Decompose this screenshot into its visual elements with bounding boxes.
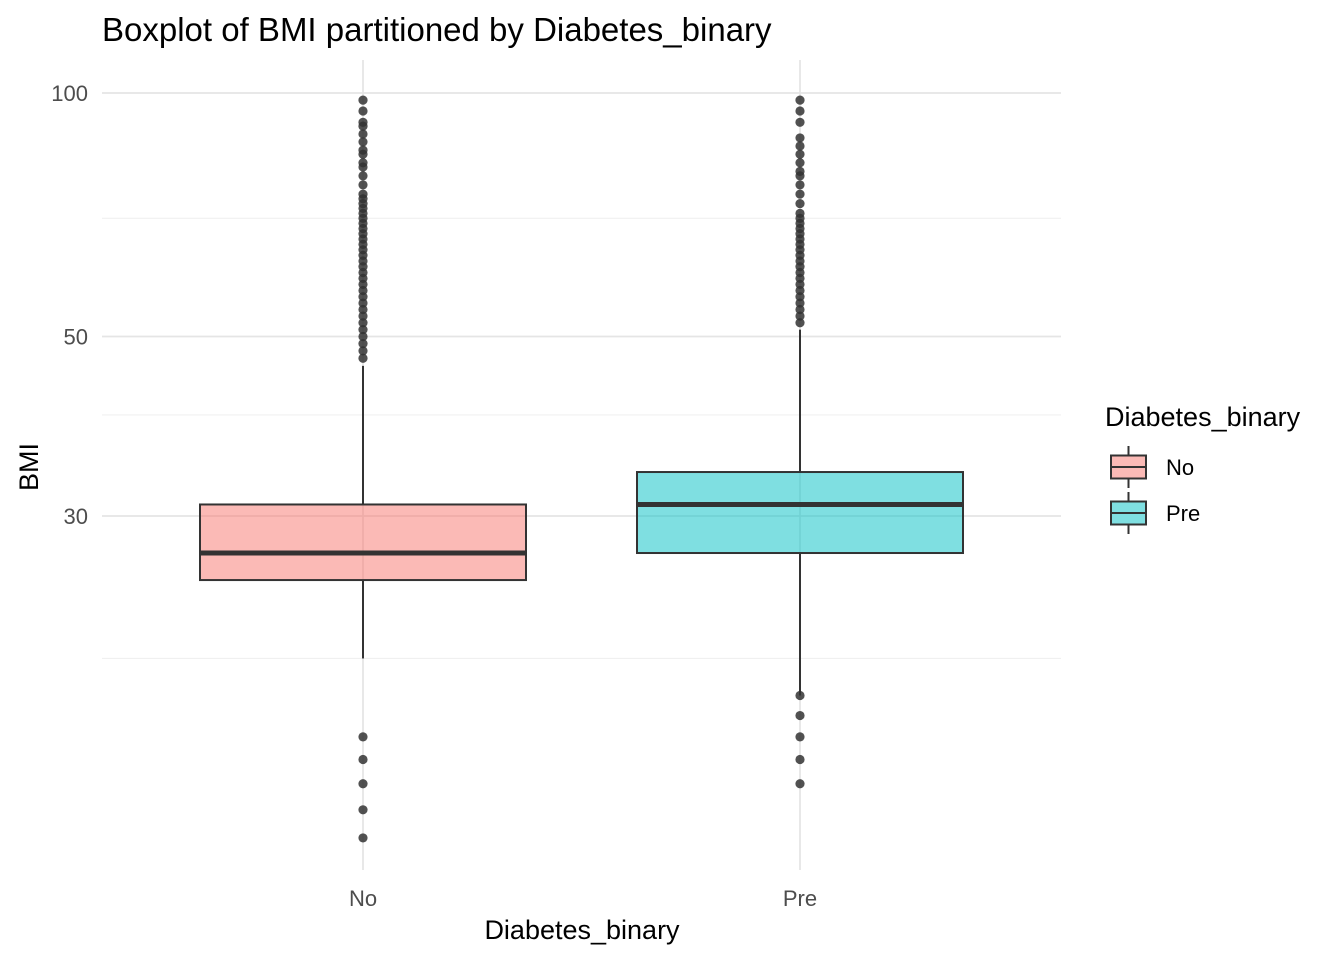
outlier-point — [358, 353, 368, 363]
box-body — [199, 503, 527, 582]
outlier-point — [795, 158, 805, 168]
outlier-point — [358, 311, 368, 321]
outlier-point — [358, 129, 368, 139]
x-tick-label: Pre — [783, 886, 817, 911]
outlier-point — [795, 149, 805, 159]
outlier-point — [795, 198, 805, 209]
legend-key-pre — [1110, 492, 1147, 534]
outlier-point — [358, 106, 368, 116]
chart-title: Boxplot of BMI partitioned by Diabetes_b… — [102, 11, 772, 48]
outlier-point — [795, 754, 805, 765]
outlier-point — [795, 166, 805, 176]
grid-lines — [102, 60, 1061, 870]
outlier-point — [358, 304, 368, 315]
outlier-point — [795, 95, 805, 105]
boxes — [199, 95, 964, 843]
outlier-point — [358, 346, 368, 356]
y-tick-label: 30 — [64, 504, 88, 529]
outlier-point — [795, 117, 805, 127]
outlier-point — [358, 339, 368, 349]
outlier-point — [795, 304, 805, 315]
x-axis-ticks: No Pre — [349, 886, 817, 911]
outlier-point — [795, 311, 805, 321]
box-no — [199, 95, 527, 843]
legend-title: Diabetes_binary — [1105, 402, 1301, 432]
legend-label: Pre — [1166, 501, 1200, 526]
outlier-point — [795, 141, 805, 151]
outlier-point — [358, 189, 368, 199]
outlier-point — [795, 180, 805, 190]
outlier-point — [358, 145, 368, 155]
outlier-point — [358, 833, 368, 843]
box-pre — [636, 95, 964, 789]
outlier-point — [358, 318, 368, 328]
outlier-point — [795, 318, 805, 328]
outlier-point — [795, 298, 805, 308]
outlier-point — [358, 779, 368, 789]
y-tick-label: 50 — [64, 325, 88, 350]
legend-label: No — [1166, 455, 1194, 480]
legend: Diabetes_binary No Pre — [1105, 402, 1301, 534]
outlier-point — [358, 732, 368, 742]
legend-key-no — [1110, 446, 1147, 488]
outlier-point — [795, 208, 805, 218]
x-axis-title: Diabetes_binary — [484, 915, 680, 945]
y-tick-label: 100 — [51, 81, 88, 106]
outlier-point — [795, 732, 805, 742]
outlier-point — [358, 117, 368, 127]
outlier-point — [358, 180, 368, 190]
y-axis-title: BMI — [14, 443, 44, 491]
outlier-point — [358, 331, 368, 342]
outlier-point — [358, 324, 368, 335]
outlier-point — [795, 133, 805, 143]
outlier-point — [795, 710, 805, 721]
outlier-point — [795, 189, 805, 199]
outlier-point — [358, 137, 368, 147]
outlier-point — [358, 158, 368, 168]
outlier-point — [795, 690, 805, 701]
outlier-point — [358, 95, 368, 105]
x-tick-label: No — [349, 886, 377, 911]
box-body — [636, 471, 964, 555]
outlier-point — [358, 171, 368, 181]
outlier-point — [358, 298, 368, 308]
outlier-point — [358, 805, 368, 815]
outlier-point — [358, 754, 368, 765]
y-axis-ticks: 100 50 30 — [51, 81, 88, 529]
outlier-point — [795, 106, 805, 116]
outlier-point — [795, 779, 805, 789]
